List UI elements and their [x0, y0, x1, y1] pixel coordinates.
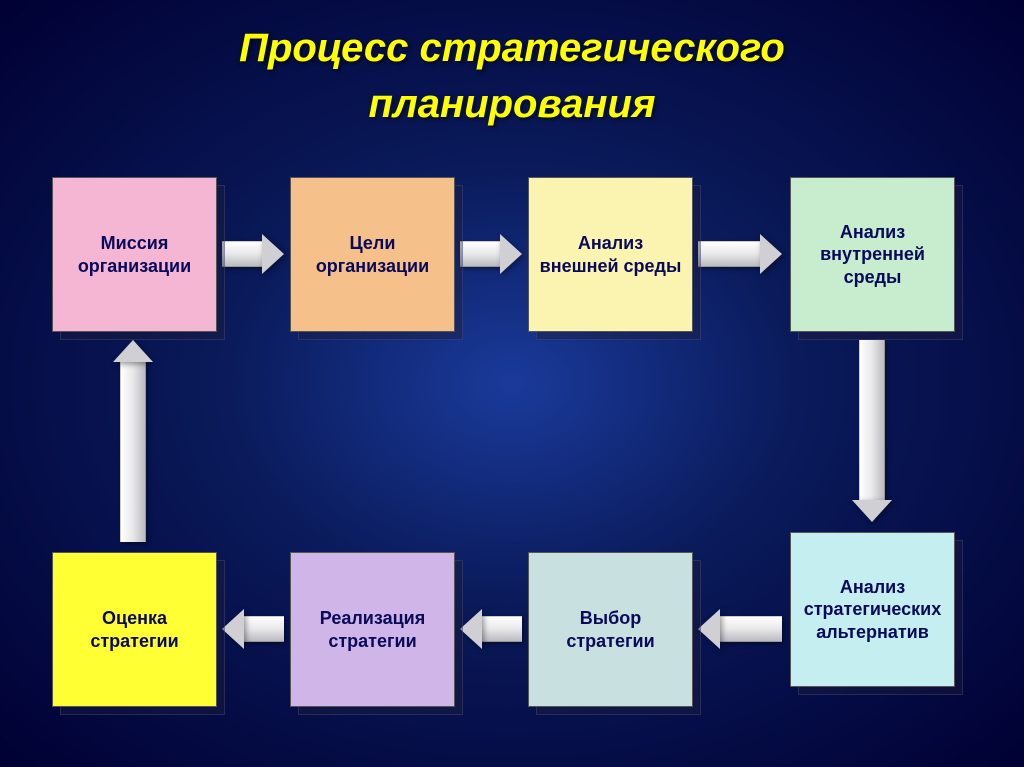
node-n3: Анализ внешней среды — [528, 177, 693, 332]
title-line-2: планирования — [0, 76, 1024, 132]
flowchart-container: Миссия организации Цели организации Анализ… — [0, 152, 1024, 732]
node-box: Оценка стратегии — [52, 552, 217, 707]
page-title: Процесс стратегического планирования — [0, 0, 1024, 132]
node-n6: Выбор стратегии — [528, 552, 693, 707]
node-box: Анализ стратегических альтернатив — [790, 532, 955, 687]
arrow-n2-n3 — [460, 234, 522, 274]
arrow-n5-n6 — [698, 609, 782, 649]
node-n5: Анализ стратегических альтернатив — [790, 532, 955, 687]
node-box: Реализация стратегии — [290, 552, 455, 707]
node-box: Анализ внутренней среды — [790, 177, 955, 332]
arrow-n6-n7 — [460, 609, 522, 649]
node-n8: Оценка стратегии — [52, 552, 217, 707]
arrow-n1-n2 — [222, 234, 284, 274]
node-box: Миссия организации — [52, 177, 217, 332]
title-line-1: Процесс стратегического — [0, 20, 1024, 76]
node-n2: Цели организации — [290, 177, 455, 332]
arrow-n4-n5 — [852, 340, 892, 522]
node-n1: Миссия организации — [52, 177, 217, 332]
arrow-n8-n1 — [113, 340, 153, 542]
node-box: Цели организации — [290, 177, 455, 332]
arrow-n3-n4 — [698, 234, 782, 274]
node-n4: Анализ внутренней среды — [790, 177, 955, 332]
node-box: Анализ внешней среды — [528, 177, 693, 332]
arrow-n7-n8 — [222, 609, 284, 649]
node-box: Выбор стратегии — [528, 552, 693, 707]
node-n7: Реализация стратегии — [290, 552, 455, 707]
